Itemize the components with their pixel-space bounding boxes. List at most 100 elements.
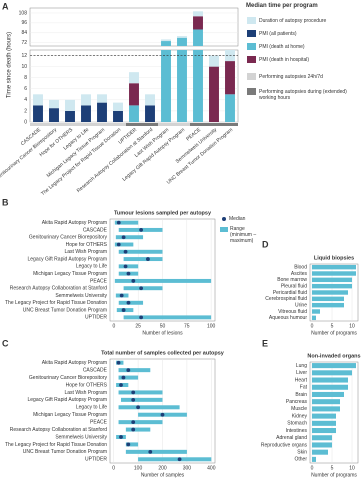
hours-strip [30, 123, 46, 126]
bar-segment [97, 102, 107, 122]
range-bar [125, 427, 151, 432]
x-tick-label: 5 [331, 465, 334, 471]
bar [312, 309, 320, 314]
panel-letter: C [2, 338, 9, 348]
median-dot [119, 435, 123, 439]
y-tick-label: 84 [21, 30, 27, 36]
range-bar [123, 315, 212, 320]
panel-letter: A [2, 1, 9, 11]
plot-frame [309, 361, 359, 464]
median-dot [139, 315, 144, 320]
bar-segment [33, 105, 43, 122]
x-tick-label: 100 [134, 465, 143, 471]
y-tick-label: 10 [21, 64, 27, 70]
y-tick-label: UNC Breast Tumor Donation Program [23, 307, 107, 313]
range-bar [125, 449, 187, 454]
bar-segment [145, 105, 155, 122]
median-dot [131, 279, 136, 283]
y-tick-label: Ascites [291, 271, 308, 277]
bar-segment [65, 99, 75, 111]
range-bar [118, 300, 144, 305]
legend-label: PMI (all patients) [259, 30, 297, 37]
range-bar [138, 457, 212, 462]
y-tick-label: Other [294, 457, 307, 463]
y-tick-label: Akita Rapid Autopsy Program [42, 220, 107, 226]
bar-segment [97, 94, 107, 103]
median-dot [121, 308, 126, 312]
median-dot [119, 383, 123, 387]
x-tick-label: 0 [112, 323, 115, 329]
x-tick-label: 0 [311, 323, 314, 329]
bar-segment [193, 11, 203, 17]
median-dot [126, 300, 131, 305]
y-tick-label: CASCADE [83, 227, 108, 233]
legend-label: Performing autopsies during (extended) w… [259, 88, 347, 101]
y-tick-label: UNC Breast Tumor Donation Program [23, 449, 107, 455]
chart-title: Tumour lesions sampled per autopsy [114, 210, 212, 216]
x-tick-label: 5 [331, 323, 334, 329]
median-dot [131, 420, 136, 425]
bar-segment [177, 36, 187, 38]
y-tick-label: Reproductive organs [261, 442, 308, 448]
range-bar [125, 442, 139, 447]
range-bar [115, 235, 144, 240]
bar [312, 296, 344, 302]
x-tick-label: 75 [184, 323, 190, 329]
legend-swatch [247, 43, 256, 50]
bar-segment [161, 41, 171, 46]
y-tick-label: Research Autopsy Collaboration at Stanfo… [10, 286, 107, 292]
y-tick-label: Legacy to Life [76, 264, 107, 270]
y-tick-label: Heart [295, 377, 308, 383]
y-tick-label: Hope for OTHERS [66, 382, 108, 388]
bar-segment [129, 72, 139, 84]
y-tick-label: Genitourinary Cancer Biorepository [29, 235, 108, 241]
range-bar [118, 249, 163, 254]
y-tick-label: Genitourinary Cancer Biorepository [29, 375, 108, 381]
legend-label: Median [229, 216, 246, 222]
bar [312, 442, 332, 448]
median-dot [116, 220, 121, 225]
y-tick-label: The Legacy Project for Rapid Tissue Dona… [5, 442, 107, 448]
bar-segment [113, 110, 123, 122]
bar [312, 413, 336, 419]
range-bar [114, 242, 134, 247]
range-bar [118, 420, 163, 425]
y-tick-label: Pancreas [286, 399, 308, 405]
bar [312, 277, 352, 283]
median-dot [131, 390, 136, 395]
bar-segment [129, 105, 139, 122]
bar-segment [65, 110, 75, 122]
bar-segment [193, 29, 203, 46]
y-tick-label: 0 [24, 119, 27, 125]
y-tick-label: Last Wish Program [64, 249, 107, 255]
hours-strip [174, 123, 190, 126]
x-tick-label: 50 [160, 323, 166, 329]
bar-segment [33, 94, 43, 106]
y-tick-label: 6 [24, 86, 27, 92]
median-dot [126, 368, 131, 373]
y-tick-label: Semmelweis University [55, 434, 107, 440]
bar-segment [81, 105, 91, 122]
x-tick-label: 100 [207, 323, 216, 329]
hours-strip [222, 123, 238, 126]
y-tick-label: Blood [294, 264, 307, 270]
median-dot [121, 375, 126, 380]
legend-title: Median time per program [246, 3, 318, 9]
chart-title: Liquid biopsies [314, 255, 354, 261]
bar-segment [209, 66, 219, 122]
bar-segment [193, 50, 203, 122]
y-tick-label: Aqueous humour [269, 315, 307, 321]
y-tick-label: 2 [24, 108, 27, 114]
y-tick-label: Semmelweis University [55, 293, 107, 299]
panel-letter: E [262, 338, 268, 348]
plot-frame [29, 7, 239, 47]
median-dot [146, 257, 150, 261]
bar [312, 283, 352, 289]
median-dot [131, 397, 136, 402]
range-bar [118, 375, 139, 380]
bar [312, 406, 340, 412]
y-tick-label: Legacy Gift Rapid Autopsy Program [28, 397, 108, 403]
bar-segment [177, 50, 187, 122]
hours-strip [62, 123, 78, 126]
bar-segment [225, 61, 235, 95]
